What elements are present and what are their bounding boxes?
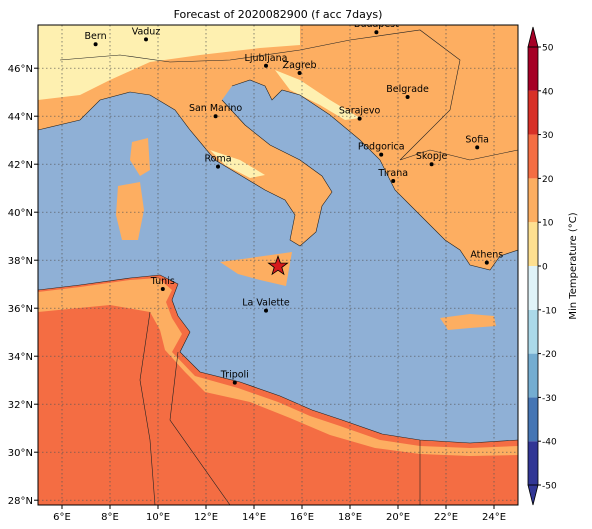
map-frame: [37, 24, 519, 506]
colorbar-band: [528, 397, 538, 442]
colorbar: -50 -40 -30 -20 -10 0 10 20 30 40 50: [527, 26, 557, 506]
land: [275, 70, 360, 120]
city-label: Sofia: [465, 134, 489, 145]
border: [59, 29, 518, 161]
y-tick-label: 30°N: [8, 448, 33, 459]
y-tick-label: 36°N: [8, 304, 33, 315]
city-dot: [405, 95, 410, 99]
city-label: Zagreb: [283, 60, 317, 71]
city-label: La Valette: [242, 298, 290, 309]
land: [38, 25, 300, 100]
city-dot: [379, 152, 384, 157]
y-tick-label: 32°N: [8, 400, 33, 411]
city-dot: [391, 179, 396, 183]
city-label: Tirana: [377, 168, 408, 179]
city-label: Skopje: [416, 151, 448, 162]
colorbar-label: Min Temperature (°C): [568, 212, 579, 319]
colorbar-tick-label: 20: [542, 175, 554, 185]
x-tick-label: 6°E: [53, 512, 71, 523]
x-tick-label: 22°E: [434, 512, 458, 523]
city-label: Sarajevo: [339, 106, 381, 117]
city-label: Budapest: [354, 19, 399, 30]
y-tick-label: 38°N: [8, 256, 33, 267]
city-dot: [216, 164, 220, 169]
border: [139, 311, 156, 505]
colorbar-tick-label: 30: [542, 131, 554, 141]
colorbar-tick-label: -20: [542, 350, 557, 360]
colorbar-tick-label: 50: [542, 44, 554, 54]
city-dot: [374, 30, 379, 35]
land: [440, 314, 496, 330]
colorbar-band: [528, 178, 538, 223]
colorbar-band: [528, 47, 538, 91]
colorbar-tick-label: -50: [542, 482, 557, 492]
y-tick-label: 34°N: [8, 352, 33, 363]
city-dot: [213, 114, 218, 119]
colorbar-tick-label: -10: [542, 306, 557, 316]
city-label: Tripoli: [220, 370, 249, 381]
y-tick-label: 44°N: [8, 112, 33, 123]
colorbar-band: [528, 266, 538, 310]
land: [430, 215, 500, 262]
y-tick-label: 40°N: [8, 208, 33, 219]
city-label: Athens: [470, 250, 503, 261]
border: [169, 351, 231, 505]
city-dot: [160, 287, 165, 291]
city-dot: [429, 162, 434, 167]
city-label: Vaduz: [132, 26, 161, 37]
city-dot: [264, 63, 268, 68]
y-tick-label: 28°N: [8, 496, 33, 507]
x-tick-label: 18°E: [338, 512, 362, 523]
colorbar-extend: [527, 484, 539, 506]
x-tick-label: 16°E: [290, 512, 314, 523]
chart-title: Forecast of 2020082900 (f acc 7days): [174, 8, 383, 21]
x-tick-label: 20°E: [386, 512, 410, 523]
city-dot: [297, 71, 302, 75]
land: [130, 138, 150, 176]
colorbar-band: [528, 134, 538, 179]
city-dot: [232, 380, 237, 385]
colorbar-tick-label: -40: [542, 438, 557, 448]
axes: 6°E 8°E 10°E 12°E 14°E 16°E 18°E 20°E 22°E 24°E 28…: [8, 64, 506, 523]
city-dot: [475, 145, 480, 150]
city-dot: [357, 116, 362, 121]
colorbar-tick-label: 10: [542, 219, 554, 229]
y-tick-label: 42°N: [8, 160, 33, 171]
colorbar-band: [528, 441, 538, 485]
colorbar-extend: [527, 26, 539, 48]
colorbar-band: [528, 309, 538, 354]
land: [210, 150, 265, 178]
land: [116, 182, 144, 240]
city-dot: [484, 260, 489, 265]
colorbar-tick-label: -30: [542, 394, 557, 404]
city-dot: [264, 308, 268, 313]
border: [231, 79, 518, 271]
city-label: Belgrade: [386, 84, 429, 95]
x-tick-label: 8°E: [101, 512, 119, 523]
city-label: Ljubljana: [245, 53, 288, 64]
colorbar-tick-label: 0: [542, 263, 548, 273]
colorbar-band: [528, 90, 538, 135]
x-tick-label: 12°E: [194, 512, 218, 523]
x-tick-label: 14°E: [242, 512, 266, 523]
city-dot: [93, 42, 98, 47]
city-dot: [144, 37, 148, 42]
border: [38, 91, 333, 247]
colorbar-tick-label: 40: [542, 87, 554, 97]
border: [38, 274, 518, 444]
x-tick-label: 10°E: [146, 512, 170, 523]
y-tick-label: 46°N: [8, 64, 33, 75]
colorbar-band: [528, 222, 538, 266]
city-label: Roma: [204, 154, 231, 165]
city-label: San Marino: [189, 103, 242, 114]
city-label: Bern: [85, 31, 107, 42]
marker-star: [267, 254, 289, 276]
city-label: Podgorica: [358, 142, 405, 153]
colorbar-band: [528, 353, 538, 398]
city-label: Tunis: [150, 276, 175, 287]
x-tick-label: 24°E: [482, 512, 506, 523]
